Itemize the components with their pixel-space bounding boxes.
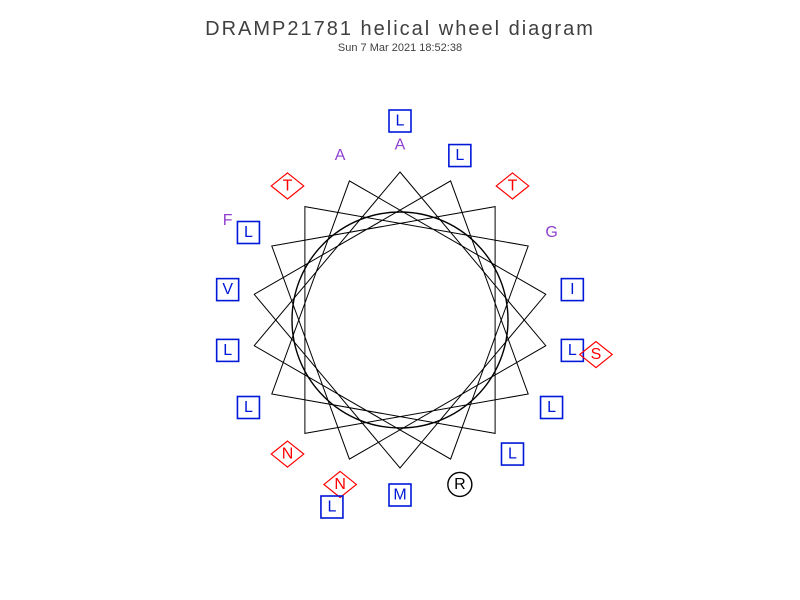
residue-9: M: [389, 484, 411, 506]
svg-text:L: L: [547, 399, 556, 416]
residue-3: L: [237, 222, 259, 244]
svg-text:N: N: [282, 446, 294, 463]
residue-1: L: [561, 339, 583, 361]
residue-20: L: [321, 496, 343, 518]
svg-text:N: N: [334, 476, 346, 493]
svg-text:L: L: [327, 498, 336, 515]
residue-19: S: [580, 342, 613, 368]
residue-8: I: [561, 279, 583, 301]
residue-10: V: [217, 279, 239, 301]
svg-text:L: L: [508, 446, 517, 463]
svg-text:L: L: [244, 224, 253, 241]
svg-text:T: T: [283, 177, 293, 194]
residue-18: L: [389, 110, 411, 132]
svg-text:M: M: [393, 487, 406, 504]
svg-text:A: A: [395, 137, 406, 154]
svg-text:G: G: [545, 224, 557, 241]
residue-14: T: [271, 173, 304, 199]
svg-text:L: L: [455, 147, 464, 164]
residue-2: N: [324, 471, 357, 497]
svg-text:F: F: [223, 212, 233, 229]
residue-11: L: [449, 145, 471, 167]
svg-text:L: L: [244, 399, 253, 416]
residue-4: T: [496, 173, 529, 199]
residue-13: N: [271, 441, 304, 467]
residue-15: G: [545, 224, 557, 241]
svg-text:A: A: [335, 147, 346, 164]
svg-text:T: T: [508, 177, 518, 194]
residue-16: R: [448, 472, 472, 496]
helical-wheel-diagram: ALNLTLLAIMVLLNTGRLLSLF: [0, 0, 800, 600]
residue-12: L: [541, 397, 563, 419]
svg-text:L: L: [568, 342, 577, 359]
svg-text:L: L: [396, 113, 405, 130]
residue-7: A: [335, 147, 346, 164]
residue-5: L: [501, 443, 523, 465]
svg-text:L: L: [223, 342, 232, 359]
residue-0: A: [395, 137, 406, 154]
svg-text:R: R: [454, 476, 466, 493]
residue-6: L: [237, 397, 259, 419]
svg-text:V: V: [222, 281, 233, 298]
svg-text:S: S: [591, 346, 602, 363]
residue-17: L: [217, 339, 239, 361]
residue-21: F: [223, 212, 233, 229]
svg-text:I: I: [570, 281, 574, 298]
